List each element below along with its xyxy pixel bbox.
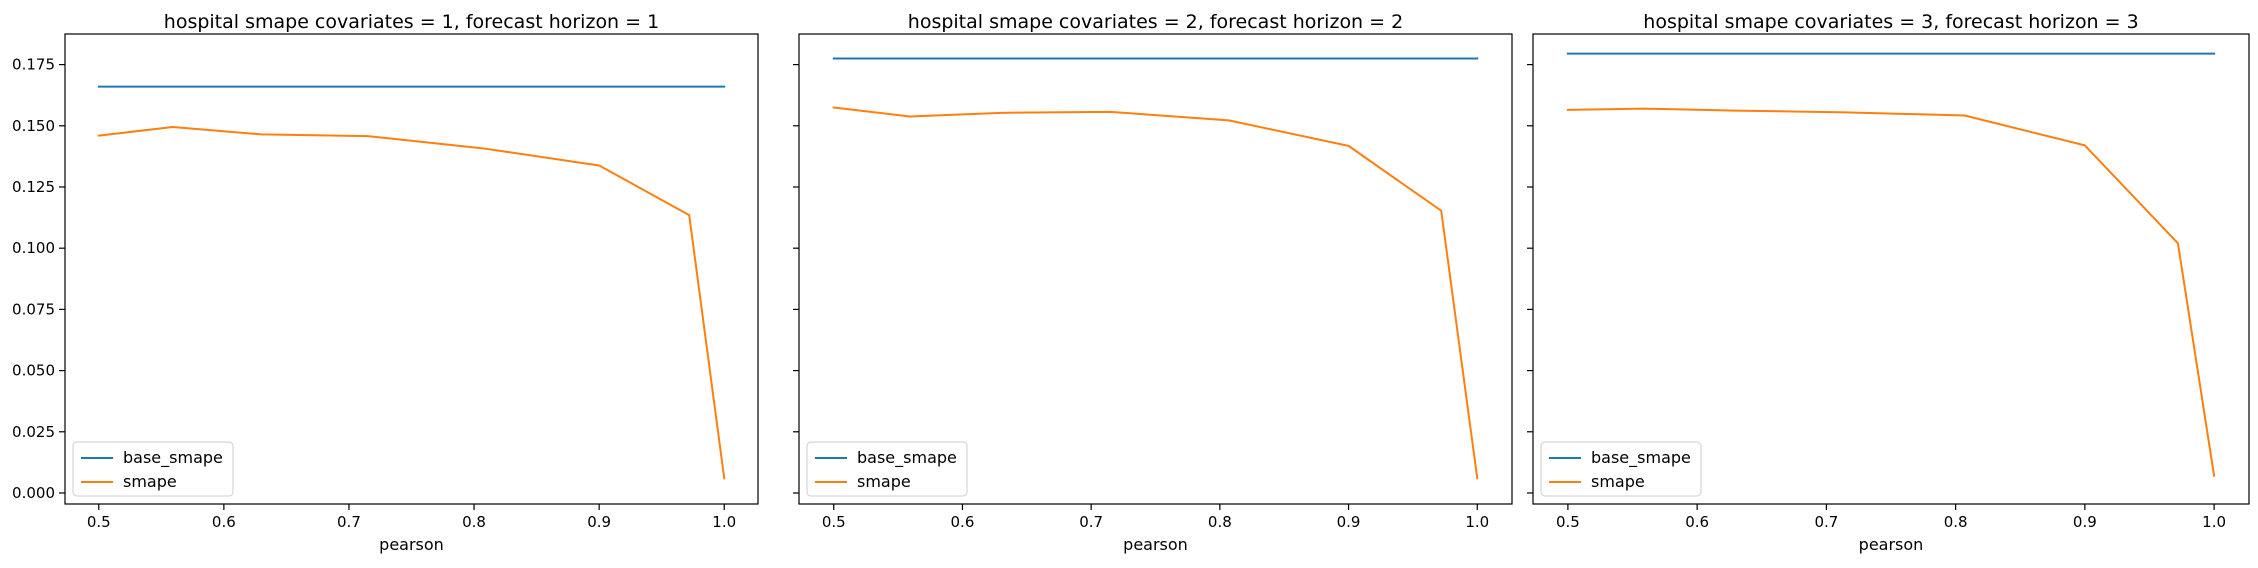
x-tick-label: 1.0	[712, 513, 736, 531]
subplot-1: 0.5 0.6 0.7 0.8 0.9 1.0 0.000 0.025 0.050 0.075 0.…	[12, 11, 759, 554]
y-tick-label: 0.025	[12, 423, 55, 441]
y-tick-label: 0.075	[12, 300, 55, 318]
x-tick-label: 0.6	[1685, 513, 1709, 531]
subplot-title: hospital smape covariates = 1, forecast …	[164, 11, 659, 33]
subplot-2: 0.5 0.6 0.7 0.8 0.9 1.0 hospital smape covaria…	[793, 11, 1513, 554]
x-tick-label: 0.5	[822, 513, 846, 531]
x-tick-label: 0.8	[1208, 513, 1232, 531]
legend-label-base-smape: base_smape	[1591, 448, 1691, 468]
series-line-smape	[832, 106, 1479, 480]
y-tick-label: 0.150	[12, 117, 55, 135]
x-tick-label: 0.7	[1079, 513, 1103, 531]
subplot-title: hospital smape covariates = 3, forecast …	[1643, 11, 2138, 33]
x-axis-label: pearson	[379, 535, 444, 554]
x-tick-label: 0.5	[87, 513, 111, 531]
y-tick-label: 0.100	[12, 239, 55, 257]
axes-frame	[64, 33, 759, 505]
y-tick-label: 0.125	[12, 178, 55, 196]
legend-label-base-smape: base_smape	[123, 448, 223, 468]
subplot-title: hospital smape covariates = 2, forecast …	[908, 11, 1403, 33]
legend-label-base-smape: base_smape	[857, 448, 957, 468]
x-tick-label: 1.0	[1465, 513, 1489, 531]
x-tick-label: 0.9	[2073, 513, 2097, 531]
x-tick-label: 0.5	[1556, 513, 1580, 531]
x-tick-label: 0.7	[337, 513, 361, 531]
x-tick-label: 1.0	[2202, 513, 2226, 531]
x-tick-label: 0.6	[212, 513, 236, 531]
x-tick-label: 0.7	[1814, 513, 1838, 531]
x-axis-label: pearson	[1859, 535, 1924, 554]
legend-label-smape: smape	[123, 472, 177, 491]
y-tick-label: 0.175	[12, 56, 55, 74]
y-tick-label: 0.050	[12, 362, 55, 380]
x-axis-label: pearson	[1123, 535, 1188, 554]
legend-label-smape: smape	[1591, 472, 1645, 491]
x-tick-label: 0.9	[1337, 513, 1361, 531]
x-tick-label: 0.6	[951, 513, 975, 531]
axes-frame	[798, 33, 1513, 505]
x-tick-label: 0.8	[462, 513, 486, 531]
subplot-3: 0.5 0.6 0.7 0.8 0.9 1.0 hospital smape covaria…	[1527, 11, 2250, 554]
axes-frame	[1532, 33, 2250, 505]
series-line-smape	[1566, 107, 2216, 477]
y-tick-label: 0.000	[12, 484, 55, 502]
series-line-smape	[97, 126, 726, 480]
x-tick-label: 0.9	[587, 513, 611, 531]
legend-label-smape: smape	[857, 472, 911, 491]
x-tick-label: 0.8	[1944, 513, 1968, 531]
